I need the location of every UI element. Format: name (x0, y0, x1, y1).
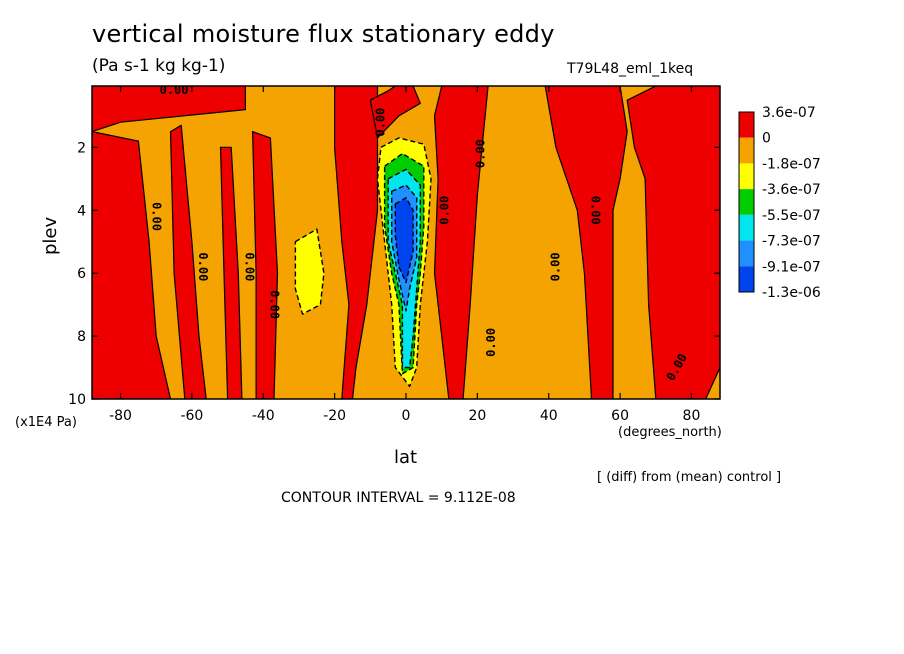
x-tick-label-20: 20 (468, 408, 486, 424)
contour-region-6 (369, 86, 421, 139)
contour-label-2: 0.00 (473, 139, 487, 168)
contour-region-8 (544, 86, 628, 399)
colorbar-swatch-2 (739, 163, 754, 190)
chart-units: (Pa s-1 kg kg-1) (92, 56, 226, 76)
plot-area: 0.00 0.00 0.00 0.00 0.00 0.00 0.00 0.00 0.00 0.00… (92, 83, 720, 399)
contour-region-15 (394, 196, 414, 284)
colorbar-swatch-0 (739, 112, 754, 138)
colorbar-swatch-6 (739, 266, 754, 292)
colorbar-label-4: -5.5e-07 (762, 208, 821, 224)
x-tick-label--80: -80 (109, 408, 132, 424)
y-tick-label-8: 8 (77, 329, 86, 345)
contour-label-1: 0.00 (374, 108, 388, 137)
colorbar-label-6: -9.1e-07 (762, 259, 821, 275)
contour-region-10 (294, 228, 325, 315)
colorbar-swatch-1 (739, 137, 754, 164)
colorbar-label-1: 0 (762, 131, 771, 147)
contour-label-3: 0.00 (150, 202, 164, 231)
x-tick-label--60: -60 (180, 408, 203, 424)
contour-label-4: 0.00 (589, 196, 603, 225)
y-axis-label: plev (40, 216, 61, 255)
contour-label-0: 0.00 (160, 83, 189, 97)
colorbar: 3.6e-07 0 -1.8e-07 -3.6e-07 -5.5e-07 -7.3e-07… (738, 105, 821, 301)
colorbar-label-0: 3.6e-07 (762, 105, 816, 121)
x-tick-label--20: -20 (323, 408, 346, 424)
x-tick-label-80: 80 (683, 408, 701, 424)
contour-region-4 (252, 131, 279, 399)
x-axis: -80 -60 -40 -20 0 20 40 60 80 (109, 86, 700, 424)
x-axis-label: lat (394, 447, 418, 468)
contour-label-8: 0.00 (438, 196, 452, 225)
x-tick-label-0: 0 (402, 408, 411, 424)
contour-region-5 (334, 86, 379, 399)
contour-label-7: 0.00 (267, 290, 281, 319)
diff-note: [ (diff) from (mean) control ] (597, 470, 782, 485)
chart-title: vertical moisture flux stationary eddy (92, 20, 555, 48)
colorbar-frame (738, 111, 755, 293)
x-tick-label-60: 60 (611, 408, 629, 424)
y-tick-label-2: 2 (77, 140, 86, 156)
colorbar-label-3: -3.6e-07 (762, 182, 821, 198)
contour-interval: CONTOUR INTERVAL = 9.112E-08 (281, 490, 516, 506)
contour-label-9: 0.00 (548, 252, 562, 281)
x-tick-label-40: 40 (540, 408, 558, 424)
colorbar-swatch-3 (739, 189, 754, 215)
contour-label-5: 0.00 (196, 252, 210, 281)
colorbar-label-2: -1.8e-07 (762, 156, 821, 172)
y-tick-label-6: 6 (77, 266, 86, 282)
x-axis-unit: (degrees_north) (618, 425, 722, 440)
y-tick-label-4: 4 (77, 203, 86, 219)
contour-region-9 (626, 86, 720, 399)
colorbar-swatch-4 (739, 214, 754, 241)
contour-region-2 (169, 124, 207, 399)
colorbar-swatch-5 (739, 240, 754, 267)
contour-region-0 (92, 86, 246, 133)
y-tick-label-10: 10 (68, 392, 86, 408)
contour-region-1 (92, 131, 172, 399)
x-tick-label--40: -40 (252, 408, 275, 424)
contour-region-7 (433, 86, 489, 399)
colorbar-label-7: -1.3e-06 (762, 285, 821, 301)
contour-label-10: 0.00 (484, 328, 498, 357)
contour-label-6: 0.00 (243, 252, 257, 281)
y-axis: 2 4 6 8 10 (68, 140, 720, 408)
contour-region-3 (219, 146, 243, 399)
run-name: T79L48_eml_1keq (567, 61, 694, 77)
y-axis-unit: (x1E4 Pa) (15, 415, 77, 430)
colorbar-label-5: -7.3e-07 (762, 234, 821, 250)
